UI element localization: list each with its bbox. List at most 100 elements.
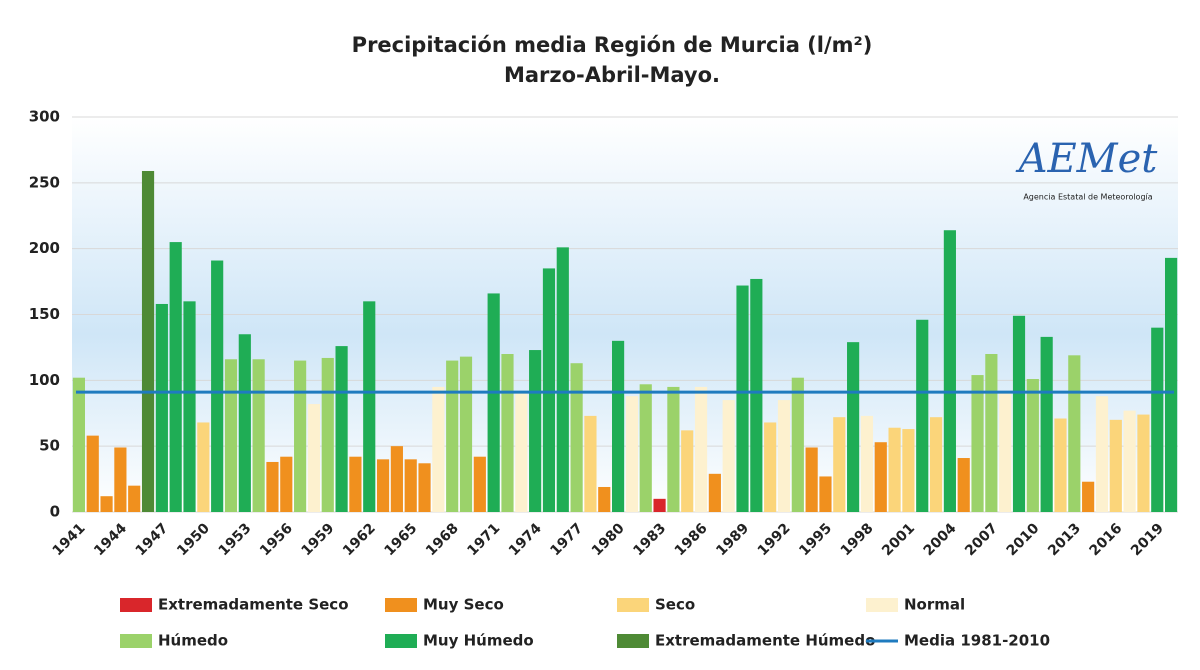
bar — [128, 485, 141, 512]
legend-swatch — [120, 598, 152, 612]
legend-swatch — [385, 598, 417, 612]
bar — [432, 386, 445, 512]
legend-label: Seco — [655, 596, 695, 614]
bar — [501, 354, 514, 512]
bar — [404, 459, 417, 512]
bar — [529, 350, 542, 512]
bar — [459, 356, 473, 512]
bar — [252, 359, 265, 512]
x-tick-label: 1986 — [672, 520, 711, 559]
bar — [708, 473, 721, 512]
bar — [805, 447, 818, 512]
bar — [556, 247, 569, 512]
logo-caption: Agencia Estatal de Meteorología — [1023, 193, 1152, 202]
bar — [169, 242, 182, 513]
bar — [363, 301, 376, 512]
y-tick-label: 150 — [29, 305, 60, 323]
bar — [888, 427, 901, 512]
bar — [1151, 327, 1164, 512]
bar — [114, 447, 127, 512]
bar — [750, 278, 763, 512]
bar — [598, 486, 611, 512]
bar — [141, 170, 155, 512]
bar — [999, 393, 1012, 512]
legend-swatch — [866, 598, 898, 612]
bar — [971, 375, 984, 512]
x-tick-label: 1947 — [133, 520, 172, 559]
bar — [667, 386, 680, 512]
bar — [86, 435, 99, 512]
legend-label: Extremadamente Húmedo — [655, 632, 875, 650]
bar — [294, 360, 307, 512]
bar — [929, 417, 943, 512]
legend-label: Húmedo — [158, 632, 228, 650]
bar — [197, 422, 210, 512]
bar — [777, 400, 791, 512]
bar — [1137, 414, 1150, 512]
x-tick-label: 2007 — [962, 520, 1001, 559]
bar — [390, 446, 403, 512]
bar — [570, 363, 583, 512]
x-tick-label: 1959 — [299, 520, 338, 559]
x-tick-label: 1962 — [340, 520, 379, 559]
chart-title: Precipitación media Región de Murcia (l/… — [352, 33, 873, 57]
legend-label: Normal — [904, 596, 965, 614]
x-tick-label: 1950 — [174, 520, 213, 559]
bar — [860, 415, 874, 512]
x-tick-label: 1971 — [464, 520, 503, 559]
x-tick-label: 1956 — [257, 520, 296, 559]
bar — [722, 400, 735, 512]
legend-swatch — [617, 634, 649, 648]
x-tick-label: 1977 — [547, 520, 586, 559]
bar — [764, 422, 777, 512]
bar — [266, 461, 279, 512]
bar — [847, 342, 860, 512]
bar — [183, 301, 196, 512]
bar — [1123, 410, 1136, 512]
bar — [1012, 315, 1026, 512]
bar — [874, 442, 887, 512]
bar — [1068, 355, 1081, 512]
bar — [694, 386, 708, 512]
bar — [1165, 257, 1178, 512]
bar — [542, 268, 556, 512]
x-tick-label: 1989 — [713, 520, 752, 559]
bar — [916, 319, 929, 512]
bar — [335, 346, 348, 512]
bar — [584, 415, 597, 512]
bar — [72, 377, 85, 512]
bar — [155, 303, 168, 512]
x-tick-label: 1953 — [216, 520, 255, 559]
legend-label: Muy Seco — [423, 596, 504, 614]
bar — [238, 334, 251, 512]
y-tick-label: 50 — [39, 437, 60, 455]
x-tick-label: 1998 — [838, 520, 877, 559]
bar — [819, 476, 832, 512]
y-tick-label: 300 — [29, 108, 60, 126]
y-tick-label: 250 — [29, 173, 60, 191]
bar — [349, 456, 362, 512]
x-tick-label: 1983 — [630, 520, 669, 559]
x-tick-label: 1980 — [589, 520, 628, 559]
x-tick-label: 1992 — [755, 520, 794, 559]
legend-swatch — [120, 634, 152, 648]
x-tick-label: 2013 — [1045, 520, 1084, 559]
bar — [224, 359, 238, 512]
legend-swatch — [385, 634, 417, 648]
x-tick-label: 1995 — [796, 520, 835, 559]
bar — [902, 429, 915, 512]
bar — [446, 360, 459, 512]
bar — [321, 357, 334, 512]
bar — [639, 384, 652, 512]
legend-swatch — [617, 598, 649, 612]
logo: AEMet — [1015, 136, 1159, 182]
bar — [100, 496, 113, 512]
x-tick-label: 1974 — [506, 520, 545, 559]
legend-label: Media 1981-2010 — [904, 632, 1050, 650]
bar — [681, 430, 694, 512]
chart-subtitle: Marzo-Abril-Mayo. — [504, 63, 720, 87]
bar — [736, 285, 749, 512]
bar — [307, 404, 321, 512]
legend-label: Muy Húmedo — [423, 632, 534, 650]
